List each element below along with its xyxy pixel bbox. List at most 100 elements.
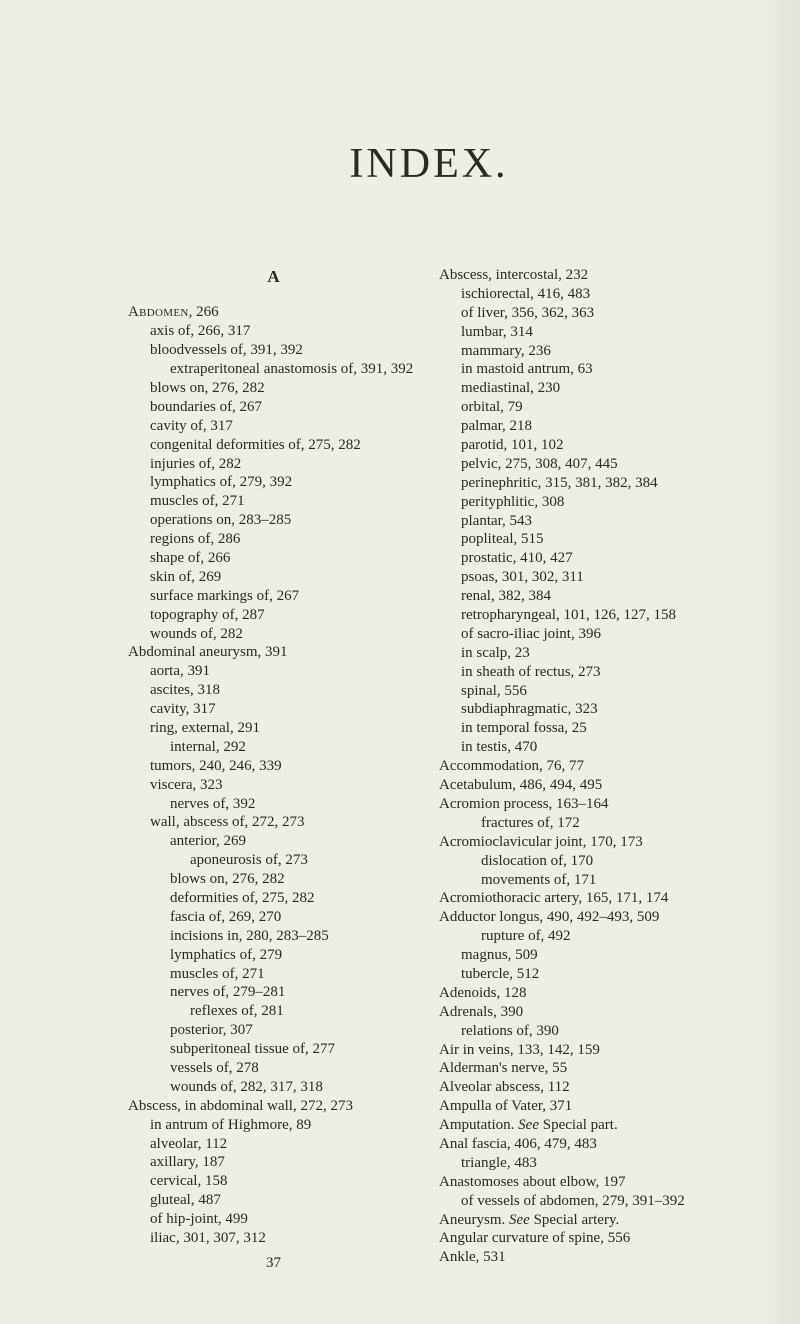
index-entry: in sheath of rectus, 273 [439, 663, 730, 682]
index-entry: ring, external, 291 [128, 719, 419, 738]
index-entry: palmar, 218 [439, 417, 730, 436]
index-entry: in antrum of Highmore, 89 [128, 1116, 419, 1135]
index-entry: lumbar, 314 [439, 323, 730, 342]
index-entry: renal, 382, 384 [439, 587, 730, 606]
index-entry: perityphlitic, 308 [439, 493, 730, 512]
index-entry: gluteal, 487 [128, 1191, 419, 1210]
index-entry: wall, abscess of, 272, 273 [128, 813, 419, 832]
heading-letter: A [128, 266, 419, 287]
index-entry: bloodvessels of, 391, 392 [128, 341, 419, 360]
index-entry: muscles of, 271 [128, 492, 419, 511]
index-entry: orbital, 79 [439, 398, 730, 417]
index-entry: triangle, 483 [439, 1154, 730, 1173]
index-entry: of liver, 356, 362, 363 [439, 304, 730, 323]
index-entry: movements of, 171 [439, 871, 730, 890]
index-entry: retropharyngeal, 101, 126, 127, 158 [439, 606, 730, 625]
index-right-column: Abscess, intercostal, 232ischiorectal, 4… [439, 266, 730, 1288]
index-entry: tumors, 240, 246, 339 [128, 757, 419, 776]
index-entry: deformities of, 275, 282 [128, 889, 419, 908]
index-entry: fascia of, 269, 270 [128, 908, 419, 927]
index-entry: Abscess, in abdominal wall, 272, 273 [128, 1097, 419, 1116]
index-entry: topography of, 287 [128, 606, 419, 625]
index-entry: plantar, 543 [439, 512, 730, 531]
index-entry: shape of, 266 [128, 549, 419, 568]
index-entry: mammary, 236 [439, 342, 730, 361]
index-entry: iliac, 301, 307, 312 [128, 1229, 419, 1248]
index-entry: ischiorectal, 416, 483 [439, 285, 730, 304]
index-entry: anterior, 269 [128, 832, 419, 851]
index-entry: Aneurysm. See Special artery. [439, 1211, 730, 1230]
index-entry: blows on, 276, 282 [128, 870, 419, 889]
index-entry: incisions in, 280, 283–285 [128, 927, 419, 946]
index-entry: operations on, 283–285 [128, 511, 419, 530]
index-entry: Acromiothoracic artery, 165, 171, 174 [439, 889, 730, 908]
index-entry: regions of, 286 [128, 530, 419, 549]
index-entry: cavity of, 317 [128, 417, 419, 436]
index-entry: internal, 292 [128, 738, 419, 757]
index-entry: Acromioclavicular joint, 170, 173 [439, 833, 730, 852]
index-entry: extraperitoneal anastomosis of, 391, 392 [128, 360, 419, 379]
index-entry: vessels of, 278 [128, 1059, 419, 1078]
index-entry: Alderman's nerve, 55 [439, 1059, 730, 1078]
index-entry: Anal fascia, 406, 479, 483 [439, 1135, 730, 1154]
index-entry: congenital deformities of, 275, 282 [128, 436, 419, 455]
index-entry: skin of, 269 [128, 568, 419, 587]
index-entry: in testis, 470 [439, 738, 730, 757]
index-entry: in mastoid antrum, 63 [439, 360, 730, 379]
index-entry: magnus, 509 [439, 946, 730, 965]
index-entry: cervical, 158 [128, 1172, 419, 1191]
index-entry: in scalp, 23 [439, 644, 730, 663]
index-entry: pelvic, 275, 308, 407, 445 [439, 455, 730, 474]
index-entry: surface markings of, 267 [128, 587, 419, 606]
index-left-column: A Abdomen, 266axis of, 266, 317bloodvess… [128, 266, 419, 1288]
index-entry: nerves of, 279–281 [128, 983, 419, 1002]
index-entry: Acromion process, 163–164 [439, 795, 730, 814]
index-entry: rupture of, 492 [439, 927, 730, 946]
index-entry: alveolar, 112 [128, 1135, 419, 1154]
index-entry: Abdominal aneurysm, 391 [128, 643, 419, 662]
index-entry: Ankle, 531 [439, 1248, 730, 1267]
index-entry: nerves of, 392 [128, 795, 419, 814]
index-entry: perinephritic, 315, 381, 382, 384 [439, 474, 730, 493]
index-entry: popliteal, 515 [439, 530, 730, 549]
index-entry: mediastinal, 230 [439, 379, 730, 398]
index-entry: of hip-joint, 499 [128, 1210, 419, 1229]
index-entry: Adrenals, 390 [439, 1003, 730, 1022]
index-entry: blows on, 276, 282 [128, 379, 419, 398]
index-entry: Alveolar abscess, 112 [439, 1078, 730, 1097]
index-entry: psoas, 301, 302, 311 [439, 568, 730, 587]
index-entry: lymphatics of, 279 [128, 946, 419, 965]
index-entry: prostatic, 410, 427 [439, 549, 730, 568]
index-entry: Abscess, intercostal, 232 [439, 266, 730, 285]
index-entry: spinal, 556 [439, 682, 730, 701]
index-entry: subdiaphragmatic, 323 [439, 700, 730, 719]
index-entry: injuries of, 282 [128, 455, 419, 474]
index-entry: ascites, 318 [128, 681, 419, 700]
index-entry: cavity, 317 [128, 700, 419, 719]
index-entry: axis of, 266, 317 [128, 322, 419, 341]
page-number: 37 [128, 1254, 419, 1273]
index-entry: aorta, 391 [128, 662, 419, 681]
index-entry: Amputation. See Special part. [439, 1116, 730, 1135]
index-entry: aponeurosis of, 273 [128, 851, 419, 870]
index-entry: of sacro-iliac joint, 396 [439, 625, 730, 644]
index-entry: dislocation of, 170 [439, 852, 730, 871]
index-entry: Anastomoses about elbow, 197 [439, 1173, 730, 1192]
index-entry: lymphatics of, 279, 392 [128, 473, 419, 492]
index-entry: reflexes of, 281 [128, 1002, 419, 1021]
index-entry: Angular curvature of spine, 556 [439, 1229, 730, 1248]
index-entry: boundaries of, 267 [128, 398, 419, 417]
index-entry: Adenoids, 128 [439, 984, 730, 1003]
index-entry: relations of, 390 [439, 1022, 730, 1041]
index-entry: Ampulla of Vater, 371 [439, 1097, 730, 1116]
page-title: INDEX. [128, 140, 730, 188]
index-entry: in temporal fossa, 25 [439, 719, 730, 738]
index-entry: wounds of, 282 [128, 625, 419, 644]
index-entry: axillary, 187 [128, 1153, 419, 1172]
index-columns: A Abdomen, 266axis of, 266, 317bloodvess… [128, 266, 730, 1288]
index-entry: Accommodation, 76, 77 [439, 757, 730, 776]
index-entry: Abdomen, 266 [128, 303, 419, 322]
index-entry: of vessels of abdomen, 279, 391–392 [439, 1192, 730, 1211]
index-entry: tubercle, 512 [439, 965, 730, 984]
index-entry: Air in veins, 133, 142, 159 [439, 1041, 730, 1060]
